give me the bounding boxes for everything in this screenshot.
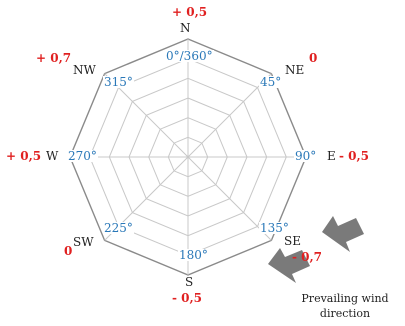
direction-label-ne: NE — [285, 63, 305, 77]
coefficient-se: - 0,7 — [292, 250, 323, 264]
degree-label-45: 45° — [259, 75, 283, 89]
prevailing-wind-arrows — [268, 216, 364, 283]
prevailing-wind-caption: Prevailing wind direction — [301, 292, 389, 320]
degree-label-90: 90° — [294, 149, 318, 163]
prevailing-wind-arrow-lower — [268, 248, 310, 283]
direction-label-w: W — [46, 149, 59, 163]
direction-label-se: SE — [284, 234, 301, 248]
direction-label-nw: NW — [73, 63, 96, 77]
coefficient-ne: 0 — [309, 51, 318, 65]
degree-label-225: 225° — [103, 221, 134, 235]
coefficient-nw: + 0,7 — [36, 51, 72, 65]
degree-label-0-360: 0°/360° — [165, 49, 214, 63]
coefficient-n: + 0,5 — [172, 5, 208, 19]
direction-label-n: N — [180, 21, 191, 35]
spoke-se — [187, 156, 272, 241]
direction-label-e: E — [327, 149, 336, 163]
prevailing-wind-arrow-upper — [322, 216, 364, 252]
degree-label-180: 180° — [178, 248, 209, 262]
degree-label-270: 270° — [67, 149, 98, 163]
coefficient-s: - 0,5 — [172, 291, 203, 305]
coefficient-sw: 0 — [64, 244, 73, 258]
spoke-ne — [187, 73, 272, 158]
degree-label-315: 315° — [103, 75, 134, 89]
direction-label-sw: SW — [73, 235, 94, 249]
degree-label-135: 135° — [259, 221, 290, 235]
direction-label-s: S — [185, 275, 194, 289]
coefficient-w: + 0,5 — [6, 149, 42, 163]
coefficient-e: - 0,5 — [339, 149, 370, 163]
